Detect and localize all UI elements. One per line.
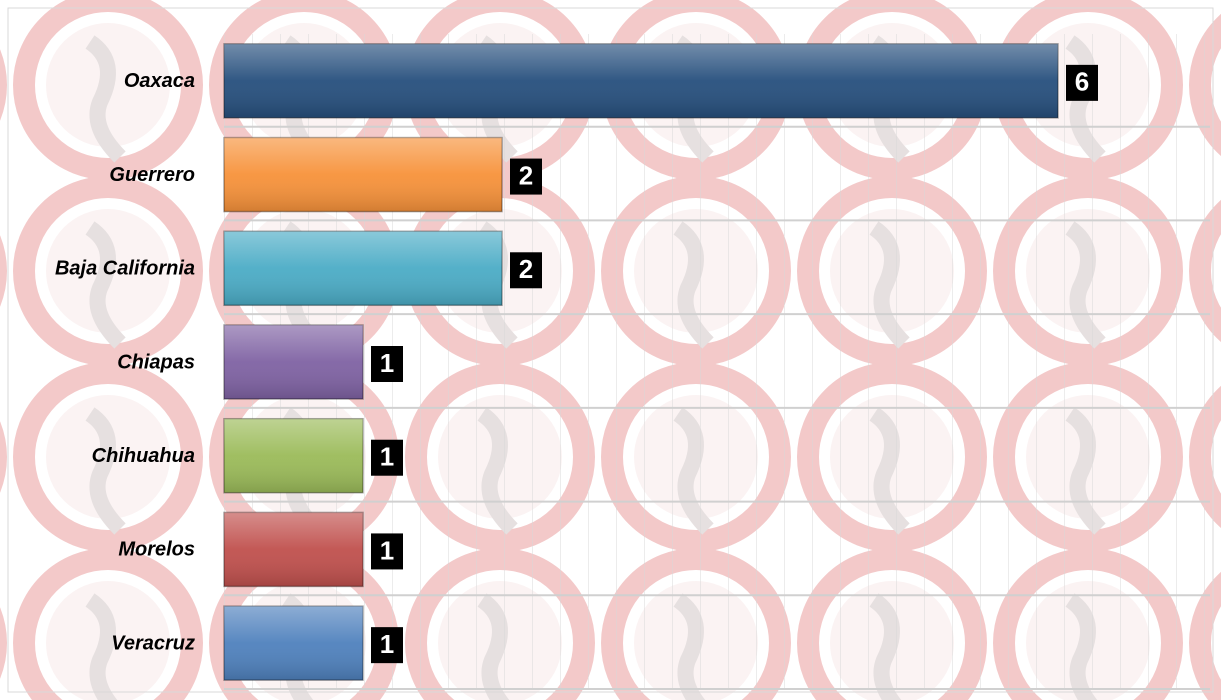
value-label: 1	[380, 442, 394, 472]
chart: 6 Oaxaca 2 Guerrero 2 Baja California 1 Chiapas…	[0, 0, 1221, 700]
bar-shine	[224, 512, 363, 586]
category-label: Chiapas	[117, 351, 195, 373]
category-label: Oaxaca	[124, 70, 195, 92]
bar-shine	[224, 44, 1058, 118]
bar-shine	[224, 231, 502, 305]
category-label: Baja California	[55, 258, 195, 280]
value-label: 1	[380, 348, 394, 378]
category-label: Chihuahua	[92, 445, 195, 467]
value-label: 1	[380, 535, 394, 565]
value-label: 1	[380, 629, 394, 659]
bar-shine	[224, 325, 363, 399]
bar-shine	[224, 419, 363, 493]
category-label: Morelos	[118, 539, 195, 561]
bar-shine	[224, 606, 363, 680]
value-label: 2	[519, 160, 533, 190]
bar-shine	[224, 138, 502, 212]
category-label: Guerrero	[109, 164, 195, 186]
value-label: 2	[519, 254, 533, 284]
value-label: 6	[1075, 67, 1089, 97]
category-label: Veracruz	[111, 632, 195, 654]
